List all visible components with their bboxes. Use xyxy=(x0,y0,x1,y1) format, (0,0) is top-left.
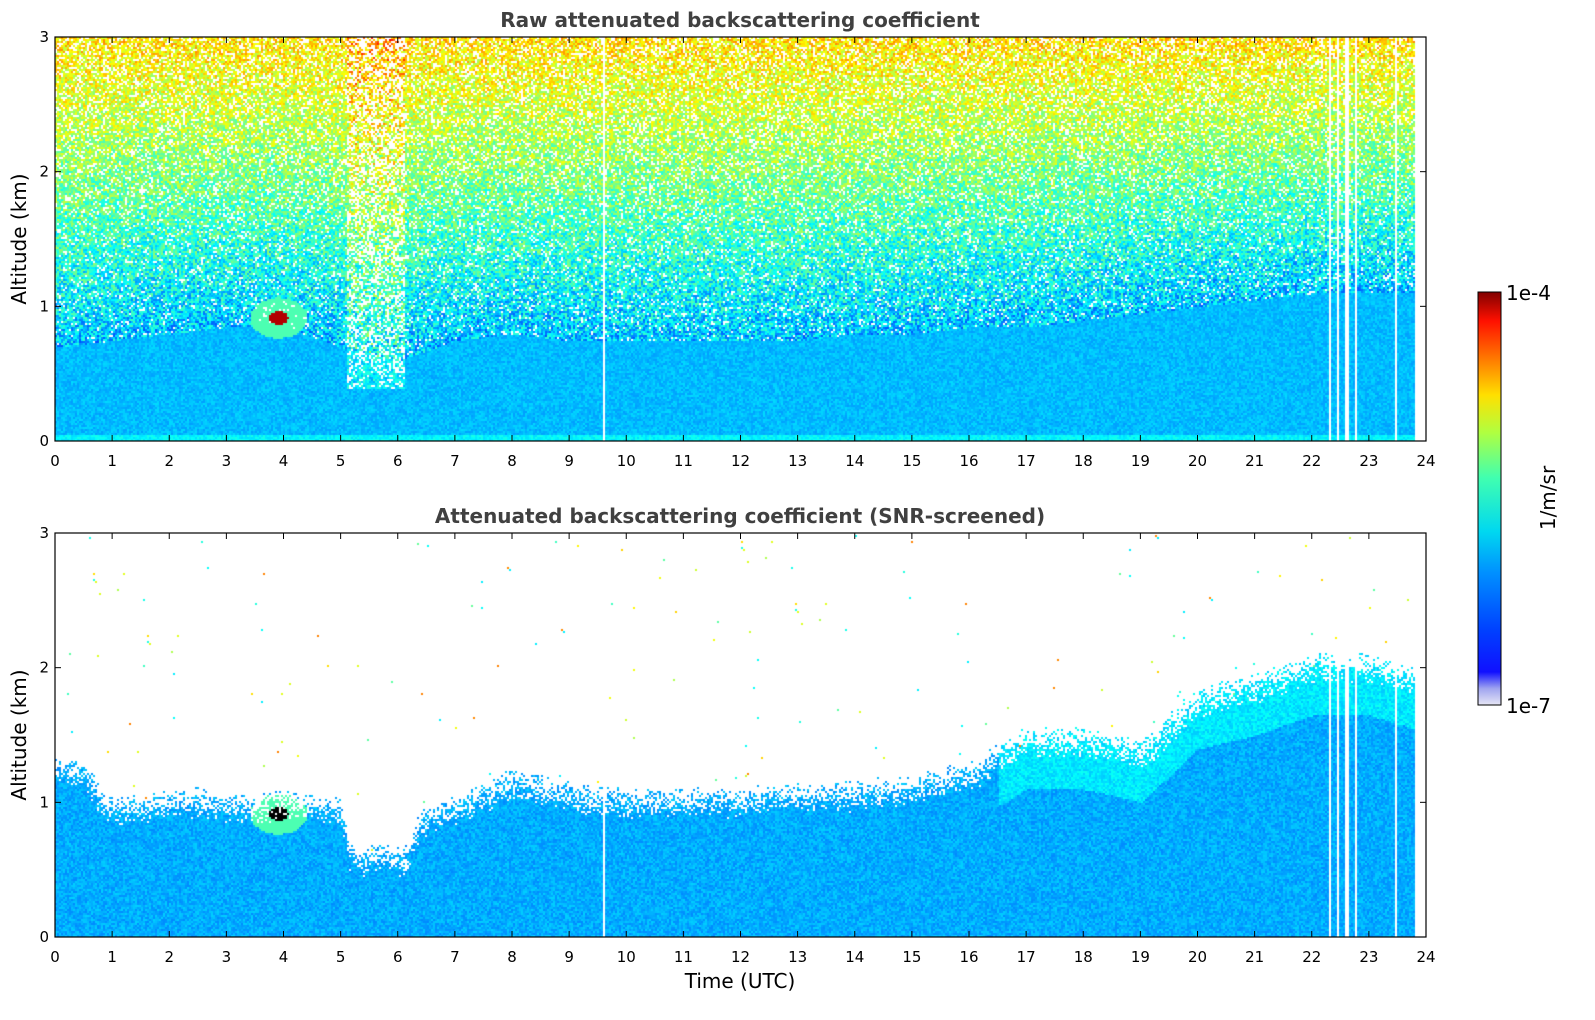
x-tick-label: 9 xyxy=(564,452,574,470)
x-tick-label: 8 xyxy=(507,948,517,966)
x-tick-label: 5 xyxy=(336,948,346,966)
y-tick-label: 3 xyxy=(39,28,49,46)
x-tick-label: 16 xyxy=(959,452,978,470)
x-tick-label: 20 xyxy=(1188,452,1207,470)
x-tick-label: 14 xyxy=(845,948,864,966)
x-tick-label: 10 xyxy=(617,948,636,966)
y-axis-label-screened: Altitude (km) xyxy=(7,669,31,800)
x-tick-label: 4 xyxy=(279,948,289,966)
x-tick-label: 11 xyxy=(674,948,693,966)
x-tick-label: 24 xyxy=(1416,452,1435,470)
panel-raw: Raw attenuated backscattering coefficien… xyxy=(7,8,1436,470)
y-tick-label: 1 xyxy=(39,793,49,811)
x-tick-label: 3 xyxy=(222,948,232,966)
colorbar-min-label: 1e-7 xyxy=(1506,694,1551,718)
axis-ticks-raw: 0 1 2 3 4 5 6 7 8 9 10 11 12 13 14 15 16 17 18 19 20 21 22 23 24… xyxy=(39,28,1435,470)
y-tick-label: 3 xyxy=(39,524,49,542)
y-tick-label: 2 xyxy=(39,659,49,677)
x-tick-label: 15 xyxy=(902,452,921,470)
x-tick-label: 13 xyxy=(788,948,807,966)
x-tick-label: 12 xyxy=(731,948,750,966)
x-tick-label: 16 xyxy=(959,948,978,966)
x-tick-label: 14 xyxy=(845,452,864,470)
x-tick-label: 10 xyxy=(617,452,636,470)
x-tick-label: 17 xyxy=(1017,452,1036,470)
colorbar-unit-label: 1/m/sr xyxy=(1536,465,1560,530)
x-tick-label: 7 xyxy=(450,948,460,966)
chart-title-raw: Raw attenuated backscattering coefficien… xyxy=(500,8,980,32)
x-tick-label: 1 xyxy=(107,452,117,470)
x-tick-label: 21 xyxy=(1245,452,1264,470)
x-tick-label: 2 xyxy=(164,948,174,966)
colorbar-max-label: 1e-4 xyxy=(1506,281,1551,305)
y-tick-label: 0 xyxy=(39,928,49,946)
y-tick-label: 1 xyxy=(39,297,49,315)
heatmap-screened xyxy=(55,533,1426,937)
x-tick-label: 3 xyxy=(222,452,232,470)
heatmap-raw xyxy=(55,37,1426,441)
x-tick-label: 21 xyxy=(1245,948,1264,966)
x-tick-label: 11 xyxy=(674,452,693,470)
x-tick-label: 23 xyxy=(1359,452,1378,470)
x-tick-label: 22 xyxy=(1302,948,1321,966)
x-tick-label: 2 xyxy=(164,452,174,470)
y-axis-label-raw: Altitude (km) xyxy=(7,173,31,304)
y-tick-label: 0 xyxy=(39,432,49,450)
x-tick-label: 0 xyxy=(50,948,60,966)
x-tick-label: 22 xyxy=(1302,452,1321,470)
colorbar-gradient xyxy=(1477,291,1502,706)
x-tick-label: 13 xyxy=(788,452,807,470)
x-tick-label: 6 xyxy=(393,948,403,966)
x-tick-label: 4 xyxy=(279,452,289,470)
x-tick-label: 20 xyxy=(1188,948,1207,966)
x-tick-label: 23 xyxy=(1359,948,1378,966)
x-tick-label: 19 xyxy=(1131,452,1150,470)
x-tick-label: 9 xyxy=(564,948,574,966)
x-tick-label: 18 xyxy=(1074,948,1093,966)
x-tick-label: 7 xyxy=(450,452,460,470)
x-tick-label: 12 xyxy=(731,452,750,470)
axis-ticks-screened: 0 1 2 3 4 5 6 7 8 9 10 11 12 13 14 15 16 17 18 19 20 21 22 23 24… xyxy=(39,524,1435,966)
colorbar: 1e-4 1e-7 1/m/sr xyxy=(1477,281,1560,718)
x-tick-label: 1 xyxy=(107,948,117,966)
x-tick-label: 19 xyxy=(1131,948,1150,966)
x-axis-label: Time (UTC) xyxy=(684,969,796,993)
y-tick-label: 2 xyxy=(39,163,49,181)
x-tick-label: 0 xyxy=(50,452,60,470)
x-tick-label: 17 xyxy=(1017,948,1036,966)
x-tick-label: 8 xyxy=(507,452,517,470)
x-tick-label: 5 xyxy=(336,452,346,470)
chart-title-screened: Attenuated backscattering coefficient (S… xyxy=(435,504,1045,528)
x-tick-label: 18 xyxy=(1074,452,1093,470)
x-tick-label: 6 xyxy=(393,452,403,470)
panel-screened: Attenuated backscattering coefficient (S… xyxy=(7,504,1436,993)
x-tick-label: 15 xyxy=(902,948,921,966)
x-tick-label: 24 xyxy=(1416,948,1435,966)
